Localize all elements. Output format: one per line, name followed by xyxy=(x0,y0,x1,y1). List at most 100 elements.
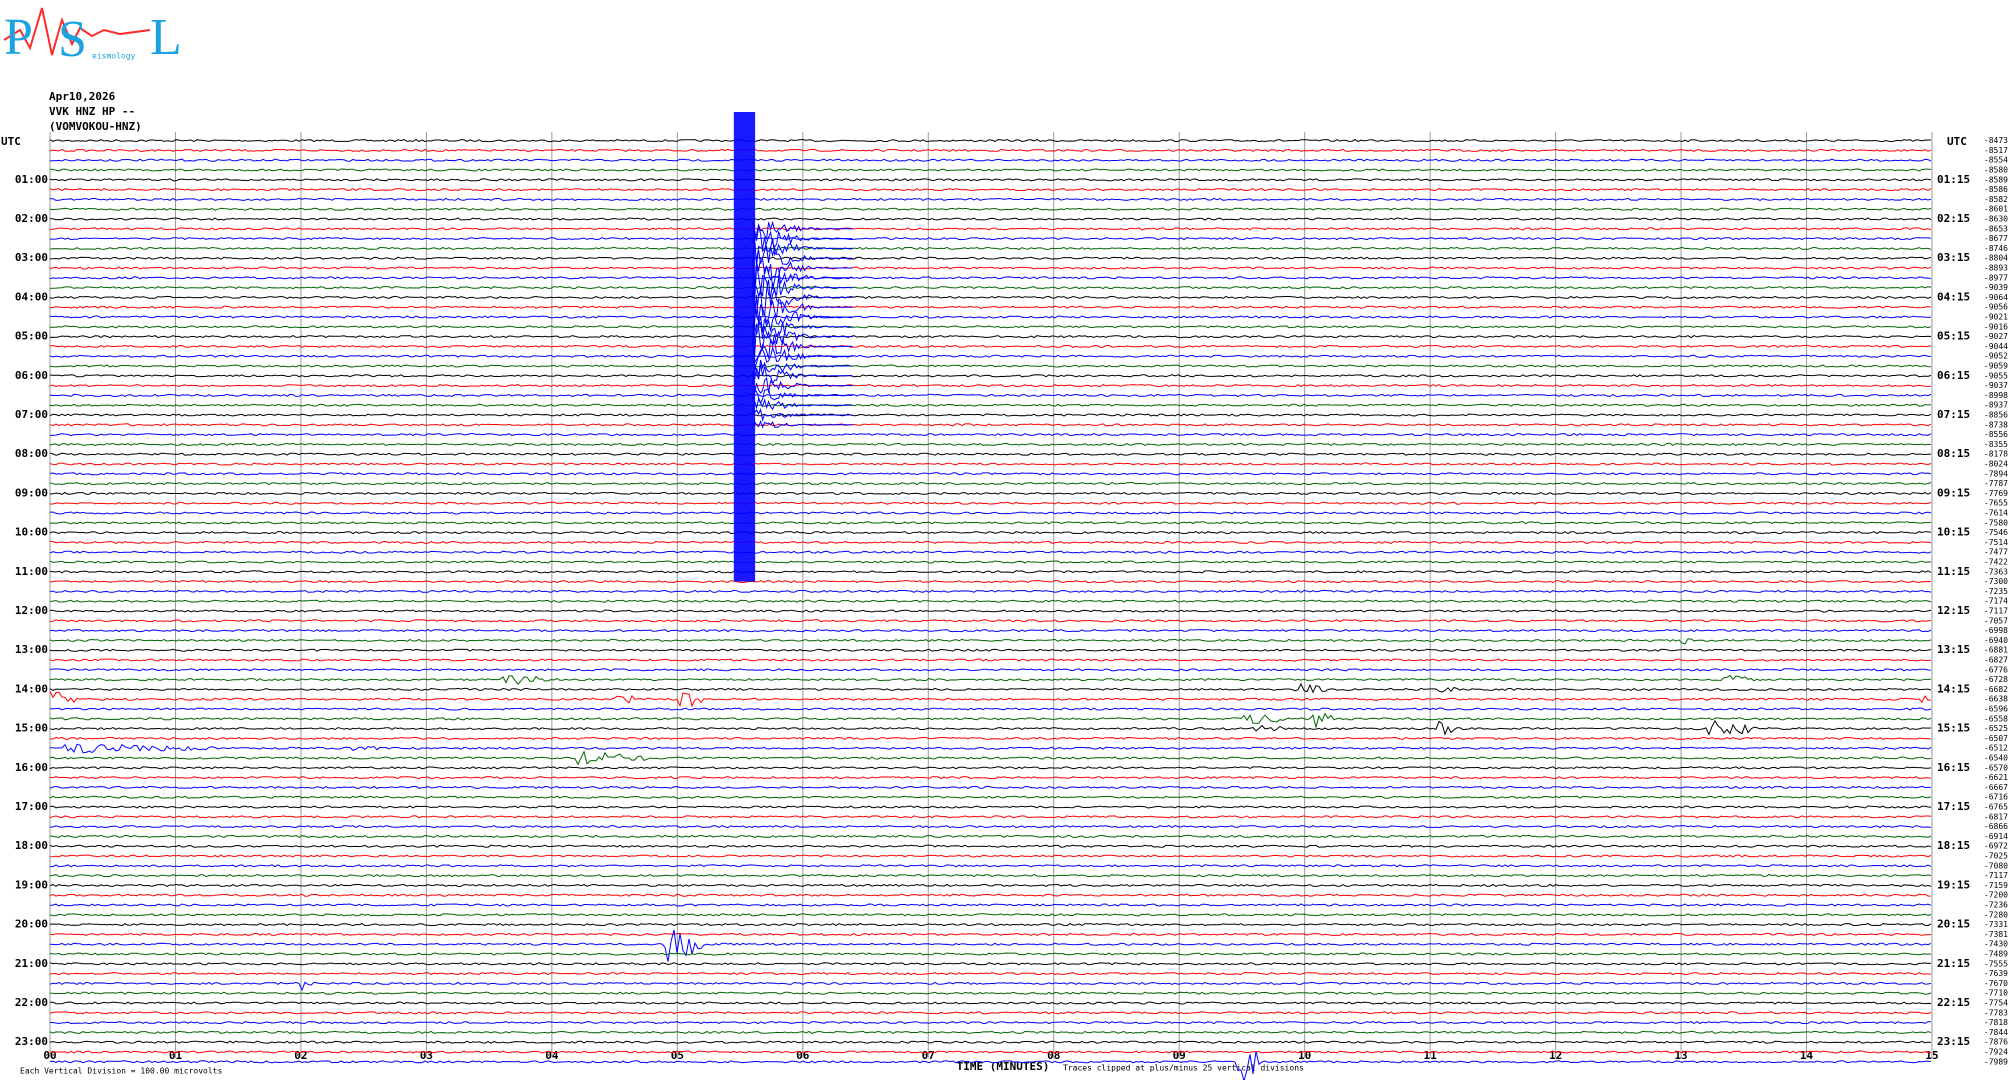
trace xyxy=(49,952,1932,956)
trace xyxy=(49,629,1932,633)
trace xyxy=(49,295,1932,299)
right-axis-title: UTC xyxy=(1947,135,1967,148)
trace-offset: -6776 xyxy=(1984,665,2008,674)
event-coda xyxy=(752,225,853,253)
trace xyxy=(49,442,1932,446)
left-time-label: 05:00 xyxy=(15,330,48,343)
trace-offset: -7300 xyxy=(1984,577,2008,586)
trace xyxy=(49,844,1932,848)
right-time-label: 14:15 xyxy=(1937,682,1970,695)
trace xyxy=(49,246,1932,250)
trace-offset: -7200 xyxy=(1984,891,2008,900)
trace xyxy=(49,1050,1932,1054)
trace-offset: -7787 xyxy=(1984,479,2008,488)
trace xyxy=(49,413,1932,417)
left-time-label: 06:00 xyxy=(15,369,48,382)
trace xyxy=(49,540,1932,544)
left-time-label: 01:00 xyxy=(15,173,48,186)
trace-offset: -7430 xyxy=(1984,940,2008,949)
left-time-label: 08:00 xyxy=(15,447,48,460)
right-time-label: 11:15 xyxy=(1937,565,1970,578)
trace xyxy=(49,462,1932,466)
trace xyxy=(49,1040,1932,1044)
clipped-event xyxy=(733,112,756,582)
trace xyxy=(49,188,1932,192)
trace xyxy=(50,991,1932,995)
trace-offset: -7555 xyxy=(1984,959,2008,968)
x-tick-label: 15 xyxy=(1925,1049,1938,1062)
trace-offset: -8601 xyxy=(1984,205,2008,214)
left-time-label: 21:00 xyxy=(15,957,48,970)
trace xyxy=(49,776,1932,780)
trace-offset: -6507 xyxy=(1984,734,2008,743)
traces xyxy=(49,139,1932,1080)
trace-offset: -8024 xyxy=(1984,460,2008,469)
trace xyxy=(49,550,1932,554)
trace xyxy=(49,719,1932,736)
trace xyxy=(49,580,1932,584)
trace xyxy=(49,805,1932,809)
trace xyxy=(50,237,1932,241)
trace-offset: -7670 xyxy=(1984,979,2008,988)
trace-offset: -8554 xyxy=(1984,156,2008,165)
trace-offset: -9016 xyxy=(1984,322,2008,331)
trace xyxy=(49,139,1932,143)
event-coda xyxy=(752,294,853,333)
trace xyxy=(49,648,1932,652)
trace-offset: -6570 xyxy=(1984,763,2008,772)
trace xyxy=(49,599,1932,603)
trace xyxy=(49,619,1932,623)
trace xyxy=(49,531,1932,535)
event-coda xyxy=(752,363,853,387)
trace-offset: -9056 xyxy=(1984,303,2008,312)
trace-offset: -8653 xyxy=(1984,224,2008,233)
trace xyxy=(49,913,1932,917)
trace-offset: -6914 xyxy=(1984,832,2008,841)
left-time-label: 11:00 xyxy=(15,565,48,578)
trace xyxy=(49,815,1932,819)
right-time-label: 21:15 xyxy=(1937,957,1970,970)
trace-offset: -6728 xyxy=(1984,675,2008,684)
trace-offset: -7989 xyxy=(1984,1057,2008,1066)
x-tick-label: 09 xyxy=(1173,1049,1186,1062)
right-time-label: 01:15 xyxy=(1937,173,1970,186)
trace-offset: -8738 xyxy=(1984,420,2008,429)
trace xyxy=(49,609,1932,613)
trace-offset: -6998 xyxy=(1984,626,2008,635)
right-time-label: 22:15 xyxy=(1937,996,1970,1009)
trace xyxy=(49,1051,1932,1080)
trace xyxy=(49,712,1932,730)
trace xyxy=(49,207,1932,211)
left-time-label: 03:00 xyxy=(15,251,48,264)
trace-offset: -7235 xyxy=(1984,587,2008,596)
logo-text: eismology xyxy=(92,52,136,61)
trace xyxy=(49,511,1932,515)
trace-offset: -6765 xyxy=(1984,803,2008,812)
trace-offset: -6817 xyxy=(1984,812,2008,821)
trace xyxy=(49,981,1932,992)
right-time-label: 15:15 xyxy=(1937,722,1970,735)
trace-offset: -9027 xyxy=(1984,332,2008,341)
event-coda xyxy=(752,359,853,380)
left-time-label: 16:00 xyxy=(15,761,48,774)
trace xyxy=(49,903,1932,907)
x-tick-label: 00 xyxy=(43,1049,56,1062)
event-coda xyxy=(752,374,853,394)
trace-offset: -8473 xyxy=(1984,136,2008,145)
right-time-label: 09:15 xyxy=(1937,486,1970,499)
event-coda xyxy=(752,289,853,324)
trace xyxy=(49,668,1932,672)
logo: P S L eismology xyxy=(3,7,182,68)
trace xyxy=(49,521,1932,525)
trace xyxy=(49,795,1932,799)
right-time-label: 23:15 xyxy=(1937,1035,1970,1048)
trace-offset: -7236 xyxy=(1984,901,2008,910)
trace-offset: -7363 xyxy=(1984,567,2008,576)
x-tick-label: 11 xyxy=(1424,1049,1438,1062)
trace xyxy=(49,374,1932,378)
trace xyxy=(49,148,1932,152)
right-time-label: 17:15 xyxy=(1937,800,1970,813)
trace-offset: -7331 xyxy=(1984,920,2008,929)
x-tick-label: 01 xyxy=(169,1049,183,1062)
